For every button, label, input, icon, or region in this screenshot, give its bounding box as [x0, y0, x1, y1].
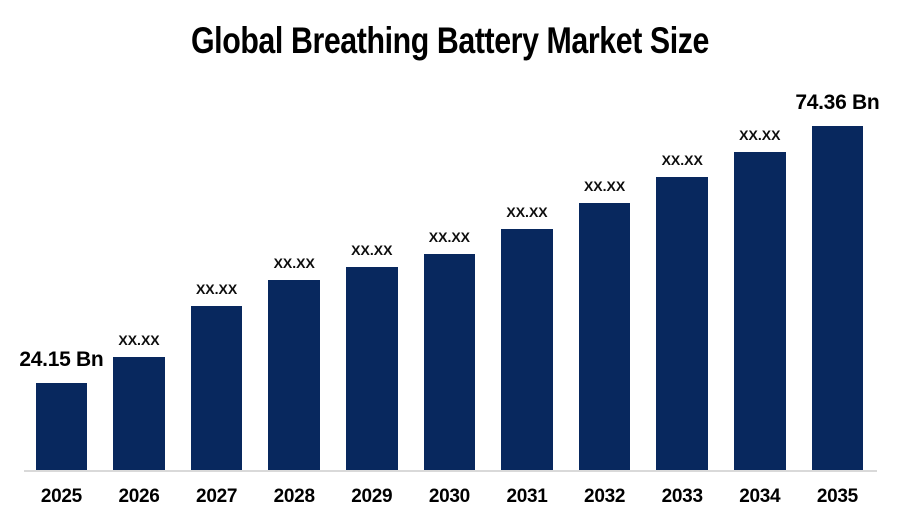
bar-2028 [268, 280, 320, 470]
x-tick-2030: 2030 [428, 486, 470, 507]
value-label-2031: XX.XX [506, 204, 548, 220]
bar-2027 [190, 306, 243, 470]
bar-2032 [578, 203, 631, 470]
value-label-2029: XX.XX [351, 242, 393, 258]
x-tick-2029: 2029 [351, 486, 393, 507]
x-axis-line [24, 470, 877, 472]
bar-2033 [656, 177, 708, 470]
value-label-2030: XX.XX [428, 229, 471, 245]
x-tick-2035: 2035 [816, 486, 858, 507]
bar-2034 [734, 152, 786, 470]
value-label-2028: XX.XX [273, 255, 315, 271]
x-tick-2025: 2025 [40, 486, 82, 507]
x-tick-2026: 2026 [118, 486, 160, 507]
chart-title: Global Breathing Battery Market Size [190, 20, 710, 61]
value-label-2034: XX.XX [739, 127, 781, 143]
x-tick-2027: 2027 [196, 486, 238, 507]
x-tick-2033: 2033 [661, 486, 703, 507]
value-label-2035: 74.36 Bn [795, 91, 880, 114]
bar-2029 [346, 267, 398, 470]
x-tick-2032: 2032 [584, 486, 626, 507]
value-label-2027: XX.XX [195, 281, 238, 297]
x-tick-2031: 2031 [506, 486, 548, 507]
x-tick-2034: 2034 [739, 486, 781, 507]
value-label-2033: XX.XX [661, 152, 703, 168]
x-tick-2028: 2028 [273, 486, 315, 507]
value-label-2032: XX.XX [583, 178, 626, 194]
bar-2035 [811, 126, 864, 470]
bar-2030 [423, 254, 476, 470]
bar-2031 [501, 229, 553, 470]
bar-2026 [113, 357, 165, 470]
value-label-2025: 24.15 Bn [19, 348, 104, 371]
value-label-2026: XX.XX [118, 332, 160, 348]
bar-2025 [35, 383, 88, 470]
